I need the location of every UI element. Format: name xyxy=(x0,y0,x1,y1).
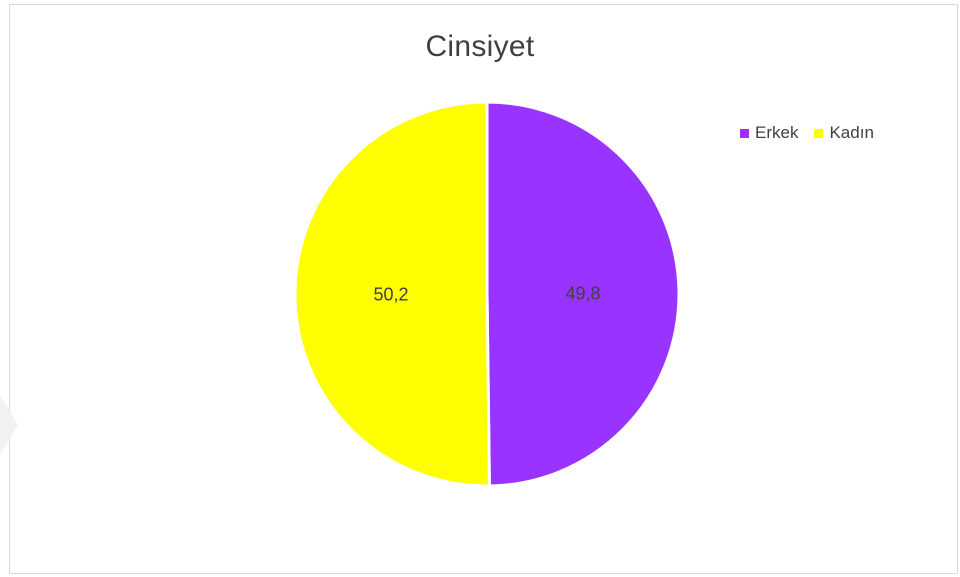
legend-item-kadin: Kadın xyxy=(814,123,874,143)
data-label-kad-n: 50,2 xyxy=(373,285,408,305)
pie-slice-kad-n xyxy=(293,100,491,488)
corner-mark xyxy=(0,395,18,455)
legend: Erkek Kadın xyxy=(740,123,874,143)
data-label-erkek: 49,8 xyxy=(565,283,600,303)
legend-label-erkek: Erkek xyxy=(755,123,799,142)
legend-swatch-erkek xyxy=(740,128,749,138)
pie-slice-erkek xyxy=(485,100,681,488)
legend-label-kadin: Kadın xyxy=(829,123,874,142)
legend-swatch-kadin xyxy=(814,128,824,138)
legend-item-erkek: Erkek xyxy=(740,123,798,143)
chart-title: Cinsiyet xyxy=(425,30,535,63)
